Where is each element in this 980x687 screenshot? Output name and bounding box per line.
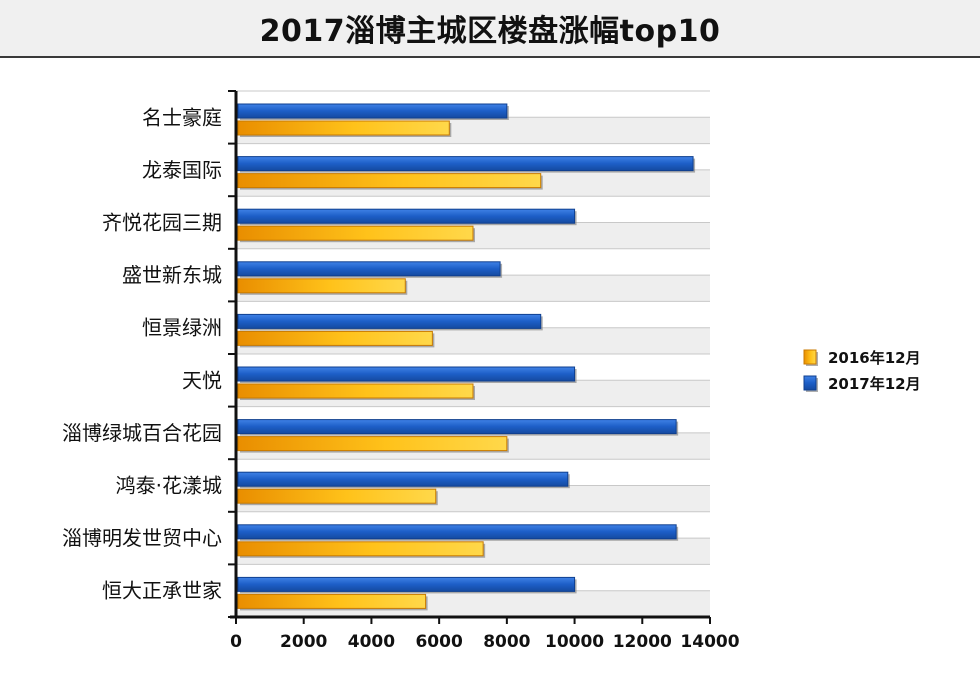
bar-2017 bbox=[237, 524, 677, 540]
x-tick-label: 12000 bbox=[613, 632, 672, 652]
bar-2016 bbox=[237, 593, 427, 609]
x-tick-label: 2000 bbox=[280, 632, 327, 652]
bar-2016 bbox=[237, 541, 484, 557]
category-label: 恒大正承世家 bbox=[102, 579, 222, 603]
x-tick-label: 4000 bbox=[348, 632, 395, 652]
x-tick-label: 0 bbox=[230, 632, 242, 652]
legend-swatch bbox=[803, 375, 817, 391]
bar-2017 bbox=[237, 576, 576, 592]
bar-2017 bbox=[237, 366, 576, 382]
legend-swatch bbox=[803, 349, 817, 365]
category-label: 名士豪庭 bbox=[142, 105, 222, 129]
bar-2017 bbox=[237, 208, 576, 224]
bar-2016 bbox=[237, 436, 508, 452]
bar-2016 bbox=[237, 383, 474, 399]
legend-label: 2017年12月 bbox=[828, 375, 921, 393]
chart-title: 2017淄博主城区楼盘涨幅top10 bbox=[259, 14, 721, 49]
category-label: 鸿泰·花漾城 bbox=[116, 474, 222, 498]
category-label: 天悦 bbox=[182, 368, 222, 392]
category-label: 龙泰国际 bbox=[142, 158, 222, 182]
bar-2017 bbox=[237, 103, 508, 119]
bar-2017 bbox=[237, 261, 501, 277]
category-label: 淄博明发世贸中心 bbox=[62, 526, 222, 550]
bar-2016 bbox=[237, 225, 474, 241]
bar-2016 bbox=[237, 278, 406, 294]
bar-2017 bbox=[237, 419, 677, 435]
category-label: 盛世新东城 bbox=[122, 263, 222, 287]
bar-2016 bbox=[237, 488, 437, 504]
legend-label: 2016年12月 bbox=[828, 349, 921, 367]
x-tick-label: 8000 bbox=[483, 632, 530, 652]
bar-2016 bbox=[237, 330, 433, 346]
x-tick-label: 6000 bbox=[415, 632, 462, 652]
x-tick-label: 14000 bbox=[680, 632, 739, 652]
bar-2016 bbox=[237, 173, 542, 189]
category-label: 淄博绿城百合花园 bbox=[62, 421, 222, 445]
x-tick-label: 10000 bbox=[545, 632, 604, 652]
bar-2017 bbox=[237, 156, 694, 172]
bar-2016 bbox=[237, 120, 450, 136]
bar-2017 bbox=[237, 471, 569, 487]
bar-2017 bbox=[237, 313, 542, 329]
category-label: 恒景绿洲 bbox=[142, 316, 222, 340]
category-label: 齐悦花园三期 bbox=[102, 211, 222, 235]
title-bar: 2017淄博主城区楼盘涨幅top10 bbox=[0, 0, 980, 58]
